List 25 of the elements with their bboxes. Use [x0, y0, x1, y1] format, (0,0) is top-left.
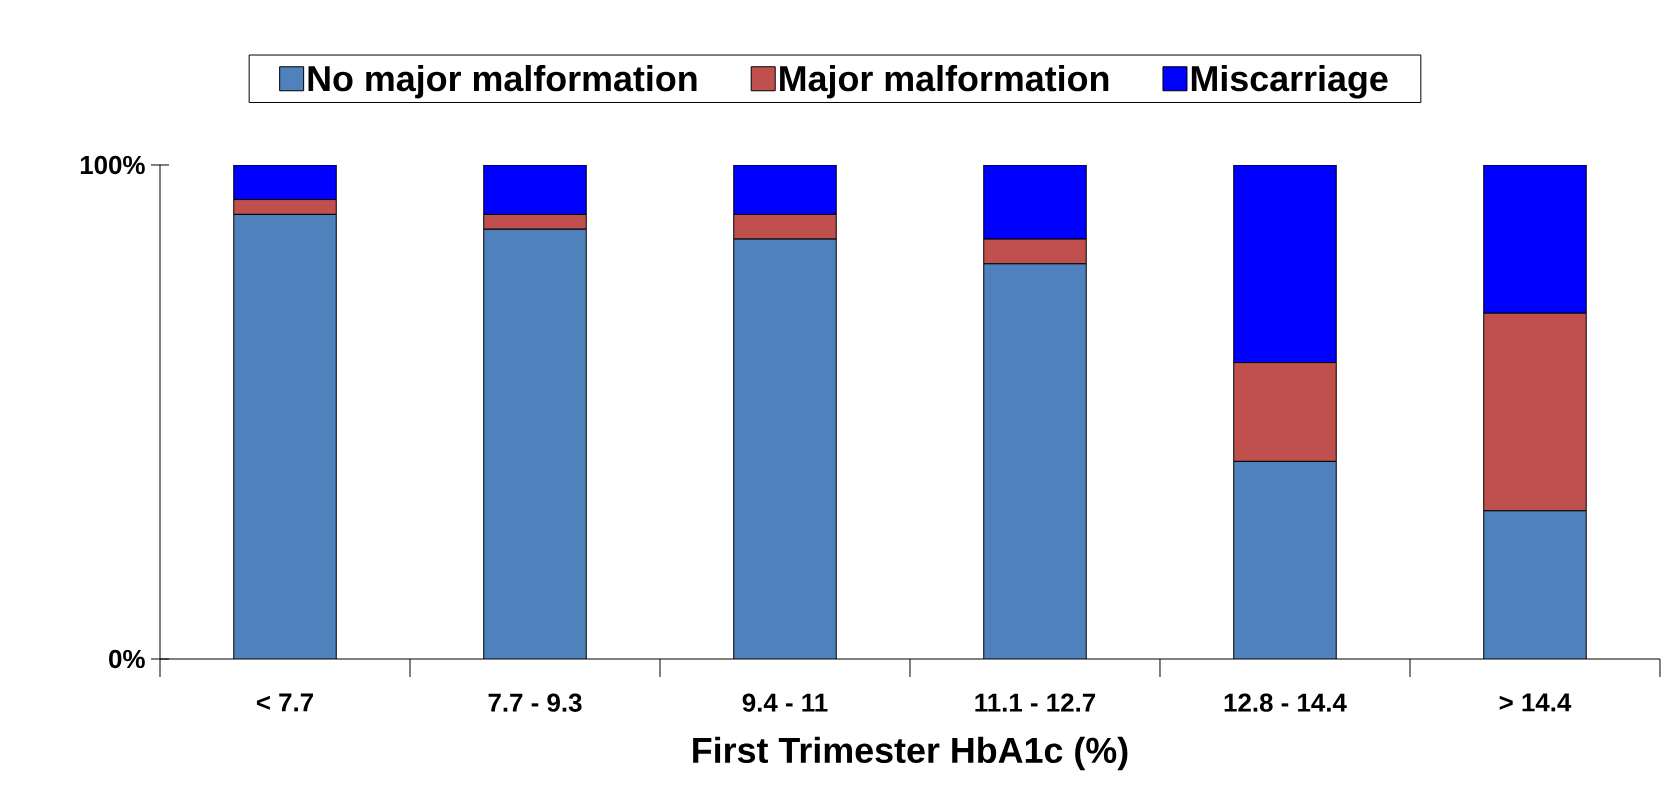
bar [733, 239, 837, 659]
legend-label: Miscarriage [1191, 65, 1388, 99]
x-tick-label: 12.8 - 14.4 [1224, 693, 1347, 712]
bar [483, 165, 587, 215]
bar [483, 229, 587, 659]
x-tick-label: > 14.4 [1499, 693, 1572, 712]
x-tick-label: 9.4 - 11 [742, 693, 828, 712]
bar [233, 165, 337, 201]
bar [983, 263, 1087, 659]
bar [1233, 461, 1337, 659]
x-tick-label: 7.7 - 9.3 [488, 693, 582, 712]
x-tick-label: < 7.7 [256, 693, 313, 712]
bar [983, 165, 1087, 240]
bar [233, 214, 337, 659]
bar [1483, 510, 1587, 659]
y-tick-label: 0% [109, 649, 145, 669]
x-tick-label: 11.1 - 12.7 [975, 693, 1096, 712]
bar [1233, 165, 1337, 364]
y-tick-label: 100% [80, 155, 145, 175]
legend-label: No major malformation [308, 65, 697, 99]
legend-label: Major malformation [780, 65, 1109, 99]
bar [1483, 165, 1587, 314]
bar [733, 165, 837, 215]
bar [983, 238, 1087, 265]
x-axis-title: First Trimester HbA1c (%) [693, 736, 1128, 771]
